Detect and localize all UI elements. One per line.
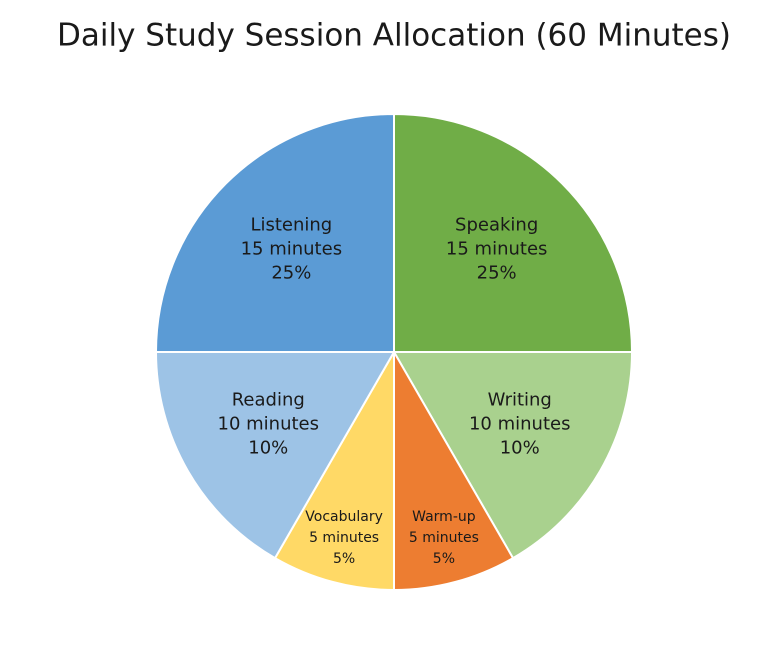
slice-label: 25% (477, 262, 517, 283)
chart-title: Daily Study Session Allocation (60 Minut… (57, 18, 731, 54)
slice-label: 15 minutes (241, 238, 343, 259)
slice-label: Writing (488, 390, 552, 411)
slice-label: 10% (248, 438, 288, 459)
slice-label: 10% (500, 438, 540, 459)
pie-slice (393, 112, 634, 353)
pie-slice (273, 348, 395, 592)
pie-slice (154, 351, 396, 560)
pie-slice (393, 348, 515, 592)
slice-label: Warm-up (412, 509, 476, 525)
pie-slice (392, 351, 634, 560)
slice-label: 5% (433, 551, 455, 567)
slice-label: 5% (333, 551, 355, 567)
slice-label: 5 minutes (409, 530, 479, 546)
slice-label: 15 minutes (446, 238, 548, 259)
pie-slice (154, 112, 395, 353)
slice-label: Reading (232, 390, 305, 411)
slice-label: Listening (250, 214, 332, 235)
slice-label: Vocabulary (305, 509, 383, 525)
slice-label: 5 minutes (309, 530, 379, 546)
slice-label: 10 minutes (218, 414, 320, 435)
slice-label: 10 minutes (469, 414, 571, 435)
slice-label: Speaking (455, 214, 538, 235)
slice-label: 25% (271, 262, 311, 283)
